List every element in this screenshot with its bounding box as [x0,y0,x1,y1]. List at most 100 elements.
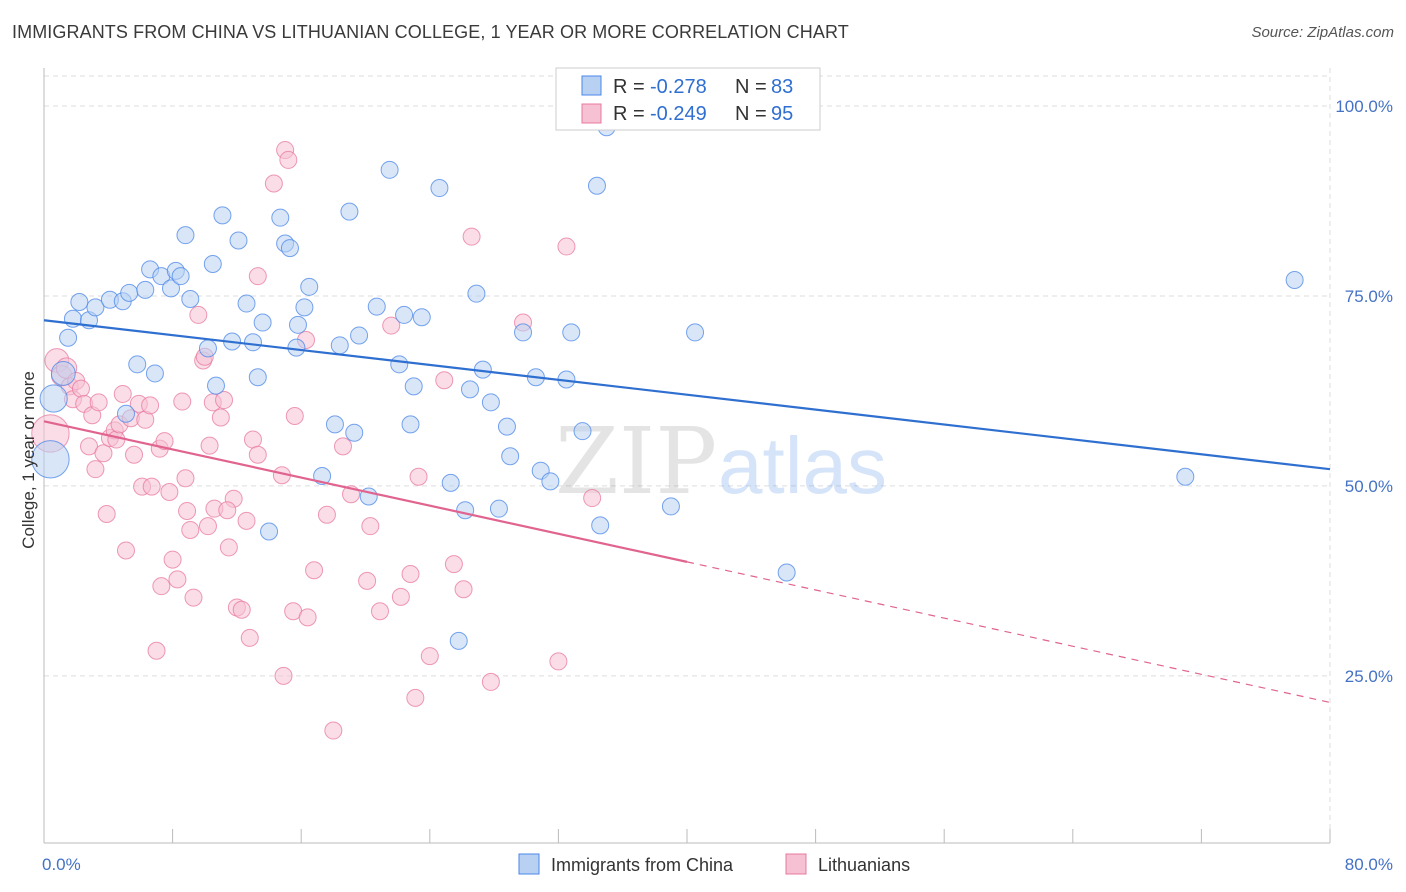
y-tick-label: 25.0% [1345,667,1393,686]
lithuanian-point [125,445,144,464]
lithuanian-point [274,666,293,685]
china-point [288,315,307,334]
china-point [514,323,533,342]
lithuanian-point [147,641,166,660]
china-point [562,323,581,342]
lithuanian-point [305,561,324,580]
lithuanian-point [248,267,267,286]
china-point [271,208,290,227]
china-point [501,447,520,466]
watermark: ZIP atlas [555,408,887,515]
china-point [395,305,414,324]
lithuanian-point [549,652,568,671]
lithuanian-point [420,647,439,666]
lithuanian-point [285,406,304,425]
lithuanian-point [184,588,203,607]
lithuanian-point [237,511,256,530]
series-lithuanians-points [31,141,602,740]
china-point [489,499,508,518]
y-axis-title: College, 1 year or more [19,371,38,549]
lithuanian-point [232,600,251,619]
lithuanian-point [219,538,238,557]
china-point [541,472,560,491]
china-point [207,376,226,395]
china-point [330,336,349,355]
china-point [136,280,155,299]
lithuanian-point [358,571,377,590]
china-point [171,267,190,286]
watermark-atlas: atlas [718,421,887,510]
china-point [260,522,279,541]
lithuanian-point [391,587,410,606]
china-point [325,415,344,434]
lithuanian-point [176,469,195,488]
lithuanian-point [361,517,380,536]
china-point [176,226,195,245]
china-point [340,202,359,221]
china-point [686,323,705,342]
lithuanian-point [333,437,352,456]
lithuanian-point [189,305,208,324]
lithuanian-point [382,316,401,335]
lithuanian-trend-extension [686,561,1331,704]
china-point [70,293,89,312]
china-point [31,440,70,479]
lithuanian-point [264,174,283,193]
china-point [481,393,500,412]
lithuanian-point [173,392,192,411]
lithuanian-point [481,672,500,691]
china-point [120,283,139,302]
y-tick-label: 100.0% [1335,97,1393,116]
china-point [287,338,306,357]
china-point [237,294,256,313]
china-point [181,289,200,308]
china-point [661,497,680,516]
bottom-legend-label-lithuanians: Lithuanians [818,855,910,875]
legend-r-label-1: R = [613,76,645,98]
china-point [39,384,68,413]
series-china-points [31,118,1304,650]
china-point [161,279,180,298]
bottom-legend-swatch-china [518,853,540,875]
china-point [1176,467,1195,486]
china-point [449,631,468,650]
lithuanian-trend-line [43,420,688,563]
china-point [460,380,479,399]
lithuanian-point [248,445,267,464]
lithuanian-point [211,408,230,427]
lithuanian-point [406,688,425,707]
correlation-legend: R = -0.278 N = 83 R = -0.249 N = 95 [555,67,821,131]
china-point [401,415,420,434]
lithuanian-point [200,436,219,455]
lithuanian-point [324,721,343,740]
china-point [253,313,272,332]
china-point [390,355,409,374]
china-point [300,277,319,296]
china-point [441,473,460,492]
lithuanian-point [163,550,182,569]
lithuanian-point [401,565,420,584]
china-point [412,308,431,327]
lithuanian-point [168,570,187,589]
china-point [128,355,147,374]
lithuanian-point [155,432,174,451]
china-point [280,239,299,258]
lithuanian-point [116,541,135,560]
lithuanian-point [71,379,90,398]
china-point [198,339,217,358]
china-point [497,417,516,436]
legend-swatch-china [581,75,602,96]
china-point [248,368,267,387]
lithuanian-point [444,555,463,574]
lithuanian-point [583,489,602,508]
china-point [1285,270,1304,289]
china-point [777,563,796,582]
china-point [243,333,262,352]
source-credit: Source: ZipAtlas.com [1251,24,1394,41]
china-point [404,377,423,396]
lithuanian-point [97,505,116,524]
lithuanian-point [435,371,454,390]
bottom-legend-label-china: Immigrants from China [551,855,734,875]
legend-r-value-2: -0.249 [650,103,707,125]
